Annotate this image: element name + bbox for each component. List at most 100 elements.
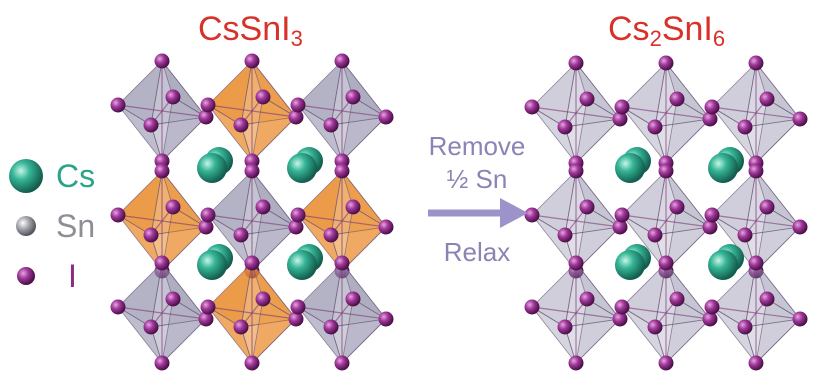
gray-octahedron <box>614 55 718 171</box>
cs-atom <box>615 250 645 280</box>
iodine-atom <box>748 163 764 179</box>
iodine-atom <box>200 299 216 315</box>
legend-item-cs: Cs <box>6 156 95 196</box>
iodine-atom <box>110 299 126 315</box>
iodine-atom <box>345 89 361 105</box>
gray-octahedron <box>200 163 304 279</box>
iodine-atom <box>658 355 674 371</box>
gray-octahedron <box>614 255 718 371</box>
iodine-atom <box>378 219 394 235</box>
iodine-atom <box>702 311 718 327</box>
iodine-atom <box>579 91 595 107</box>
iodine-atom <box>669 91 685 107</box>
iodine-atom <box>568 55 584 71</box>
legend-item-i: I <box>6 256 77 296</box>
iodine-atom <box>165 291 181 307</box>
iodine-atom <box>669 291 685 307</box>
legend-label-cs: Cs <box>56 157 96 194</box>
iodine-atom <box>658 55 674 71</box>
cs-atom <box>287 153 317 183</box>
cs-atom <box>287 250 317 280</box>
iodine-atom <box>334 163 350 179</box>
iodine-atom <box>378 311 394 327</box>
iodine-atom <box>568 355 584 371</box>
iodine-atom <box>255 291 271 307</box>
iodine-atom <box>557 227 573 243</box>
iodine-atom <box>334 53 350 69</box>
cs-atom <box>708 250 738 280</box>
iodine-atom <box>647 227 663 243</box>
gray-octahedron <box>704 55 808 171</box>
cs-atom <box>615 153 645 183</box>
iodine-atom <box>748 255 764 271</box>
iodine-atom <box>154 355 170 371</box>
iodine-atom <box>334 255 350 271</box>
cs2sni6-lattice <box>524 55 808 371</box>
iodine-atom <box>233 227 249 243</box>
iodine-atom <box>233 319 249 335</box>
cssni3-lattice <box>110 53 394 371</box>
iodine-atom <box>704 99 720 115</box>
iodine-atom <box>737 319 753 335</box>
iodine-atom <box>704 299 720 315</box>
step-half-sn-label: ½ Sn <box>446 164 508 194</box>
step-remove-label: Remove <box>428 131 526 161</box>
cs-atom <box>708 153 738 183</box>
iodine-atom <box>244 355 260 371</box>
iodine-atom <box>524 207 540 223</box>
iodine-atom <box>612 311 628 327</box>
cs-atom <box>197 250 227 280</box>
iodine-atom <box>323 227 339 243</box>
iodine-atom <box>200 207 216 223</box>
iodine-atom <box>614 207 630 223</box>
iodine-atom <box>612 219 628 235</box>
iodine-atom <box>143 227 159 243</box>
iodine-atom <box>233 117 249 133</box>
i-sphere-icon <box>17 267 35 285</box>
arrow-head-icon <box>500 198 528 228</box>
cs2sni6-title: Cs2SnI6 <box>608 10 726 51</box>
gray-octahedron <box>524 255 628 371</box>
iodine-atom <box>612 111 628 127</box>
iodine-atom <box>244 53 260 69</box>
gray-octahedron <box>524 55 628 171</box>
iodine-atom <box>579 291 595 307</box>
iodine-atom <box>110 207 126 223</box>
transformation-arrow <box>428 198 528 228</box>
iodine-atom <box>647 319 663 335</box>
iodine-atom <box>290 207 306 223</box>
iodine-atom <box>704 207 720 223</box>
iodine-atom <box>748 355 764 371</box>
gray-octahedron <box>704 255 808 371</box>
iodine-atom <box>143 319 159 335</box>
legend-item-sn: Sn <box>6 206 95 246</box>
iodine-atom <box>154 53 170 69</box>
iodine-atom <box>345 199 361 215</box>
iodine-atom <box>288 219 304 235</box>
sn-sphere-icon <box>16 216 36 236</box>
iodine-atom <box>748 55 764 71</box>
iodine-atom <box>110 97 126 113</box>
iodine-atom <box>288 311 304 327</box>
iodine-atom <box>255 199 271 215</box>
iodine-atom <box>143 117 159 133</box>
iodine-atom <box>614 99 630 115</box>
iodine-atom <box>200 97 216 113</box>
iodine-atom <box>244 255 260 271</box>
legend-label-i: I <box>68 257 77 294</box>
gray-octahedron <box>110 53 214 169</box>
iodine-atom <box>198 219 214 235</box>
iodine-atom <box>524 299 540 315</box>
iodine-atom <box>568 255 584 271</box>
cs-atom <box>197 153 227 183</box>
iodine-atom <box>647 119 663 135</box>
iodine-atom <box>165 89 181 105</box>
iodine-atom <box>792 311 808 327</box>
iodine-atom <box>154 255 170 271</box>
iodine-atom <box>702 219 718 235</box>
iodine-atom <box>557 319 573 335</box>
iodine-atom <box>792 219 808 235</box>
orange-octahedron <box>200 53 304 169</box>
iodine-atom <box>290 97 306 113</box>
iodine-atom <box>759 91 775 107</box>
